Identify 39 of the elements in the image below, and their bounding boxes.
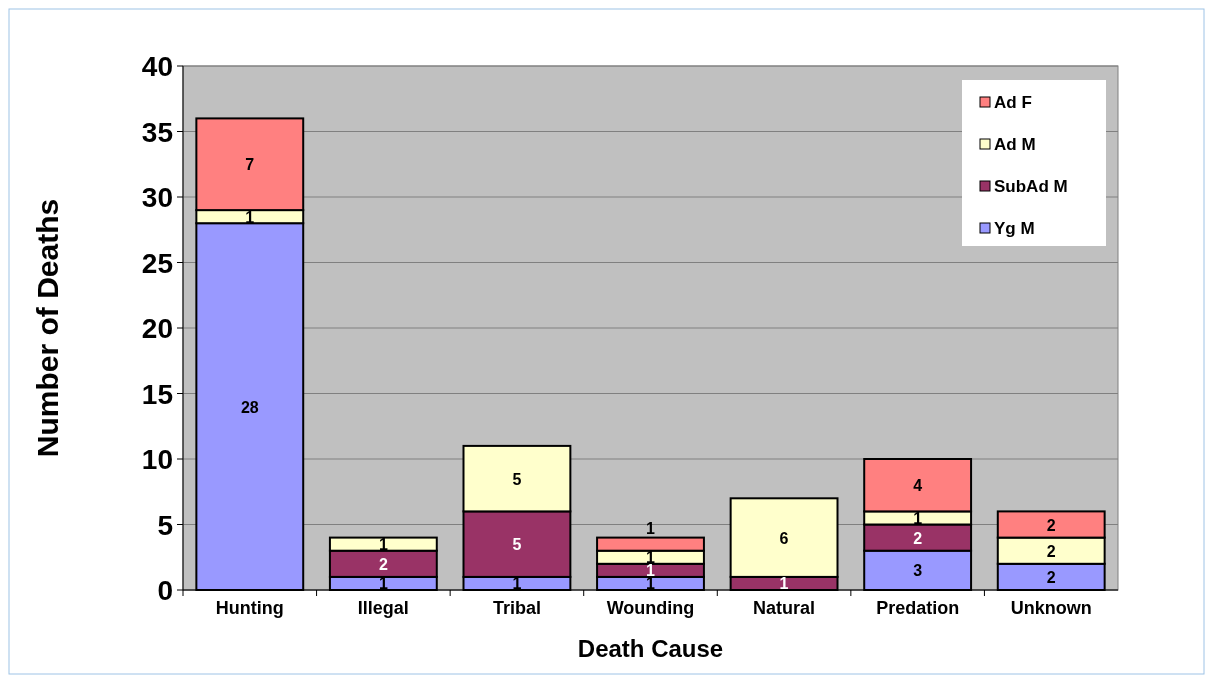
data-label: 1 [378, 536, 388, 554]
data-label: 3 [913, 562, 923, 580]
legend-label: Ad M [994, 135, 1036, 154]
data-label: 7 [245, 156, 255, 174]
legend-label: SubAd M [994, 177, 1068, 196]
data-label: 2 [378, 555, 388, 573]
data-label: 2 [1046, 542, 1056, 560]
x-tick-label: Predation [876, 598, 960, 618]
data-label: 2 [1046, 516, 1056, 534]
data-label: 28 [240, 398, 259, 416]
y-tick-label: 30 [141, 182, 173, 213]
data-label: 2 [1046, 568, 1056, 586]
y-tick-label: 20 [141, 313, 173, 344]
data-label: 2 [913, 529, 923, 547]
x-tick-label: Unknown [1010, 598, 1092, 618]
legend-label: Ad F [994, 93, 1032, 112]
x-tick-label: Hunting [215, 598, 284, 618]
data-label: 1 [779, 575, 789, 593]
x-axis-title: Death Cause [577, 635, 724, 662]
legend-label: Yg M [994, 219, 1035, 238]
y-tick-label: 10 [141, 444, 173, 475]
x-tick-label: Tribal [492, 598, 541, 618]
data-label: 4 [913, 477, 923, 495]
y-tick-label: 35 [141, 116, 173, 148]
y-tick-label: 0 [157, 575, 173, 606]
y-tick-label: 40 [141, 51, 173, 82]
x-tick-label: Natural [753, 598, 816, 618]
data-label: 5 [512, 536, 522, 554]
x-tick-label: Wounding [606, 598, 695, 618]
data-label: 1 [913, 509, 923, 527]
y-tick-label: 25 [141, 247, 173, 279]
y-axis-title: Number of Deaths [31, 198, 64, 458]
y-tick-label: 15 [141, 378, 173, 410]
data-label: 1 [245, 208, 255, 226]
data-label: 5 [512, 470, 522, 488]
data-label: 1 [646, 519, 656, 537]
x-tick-label: Illegal [357, 598, 409, 618]
data-label: 6 [779, 529, 789, 547]
y-tick-label: 5 [157, 509, 173, 541]
